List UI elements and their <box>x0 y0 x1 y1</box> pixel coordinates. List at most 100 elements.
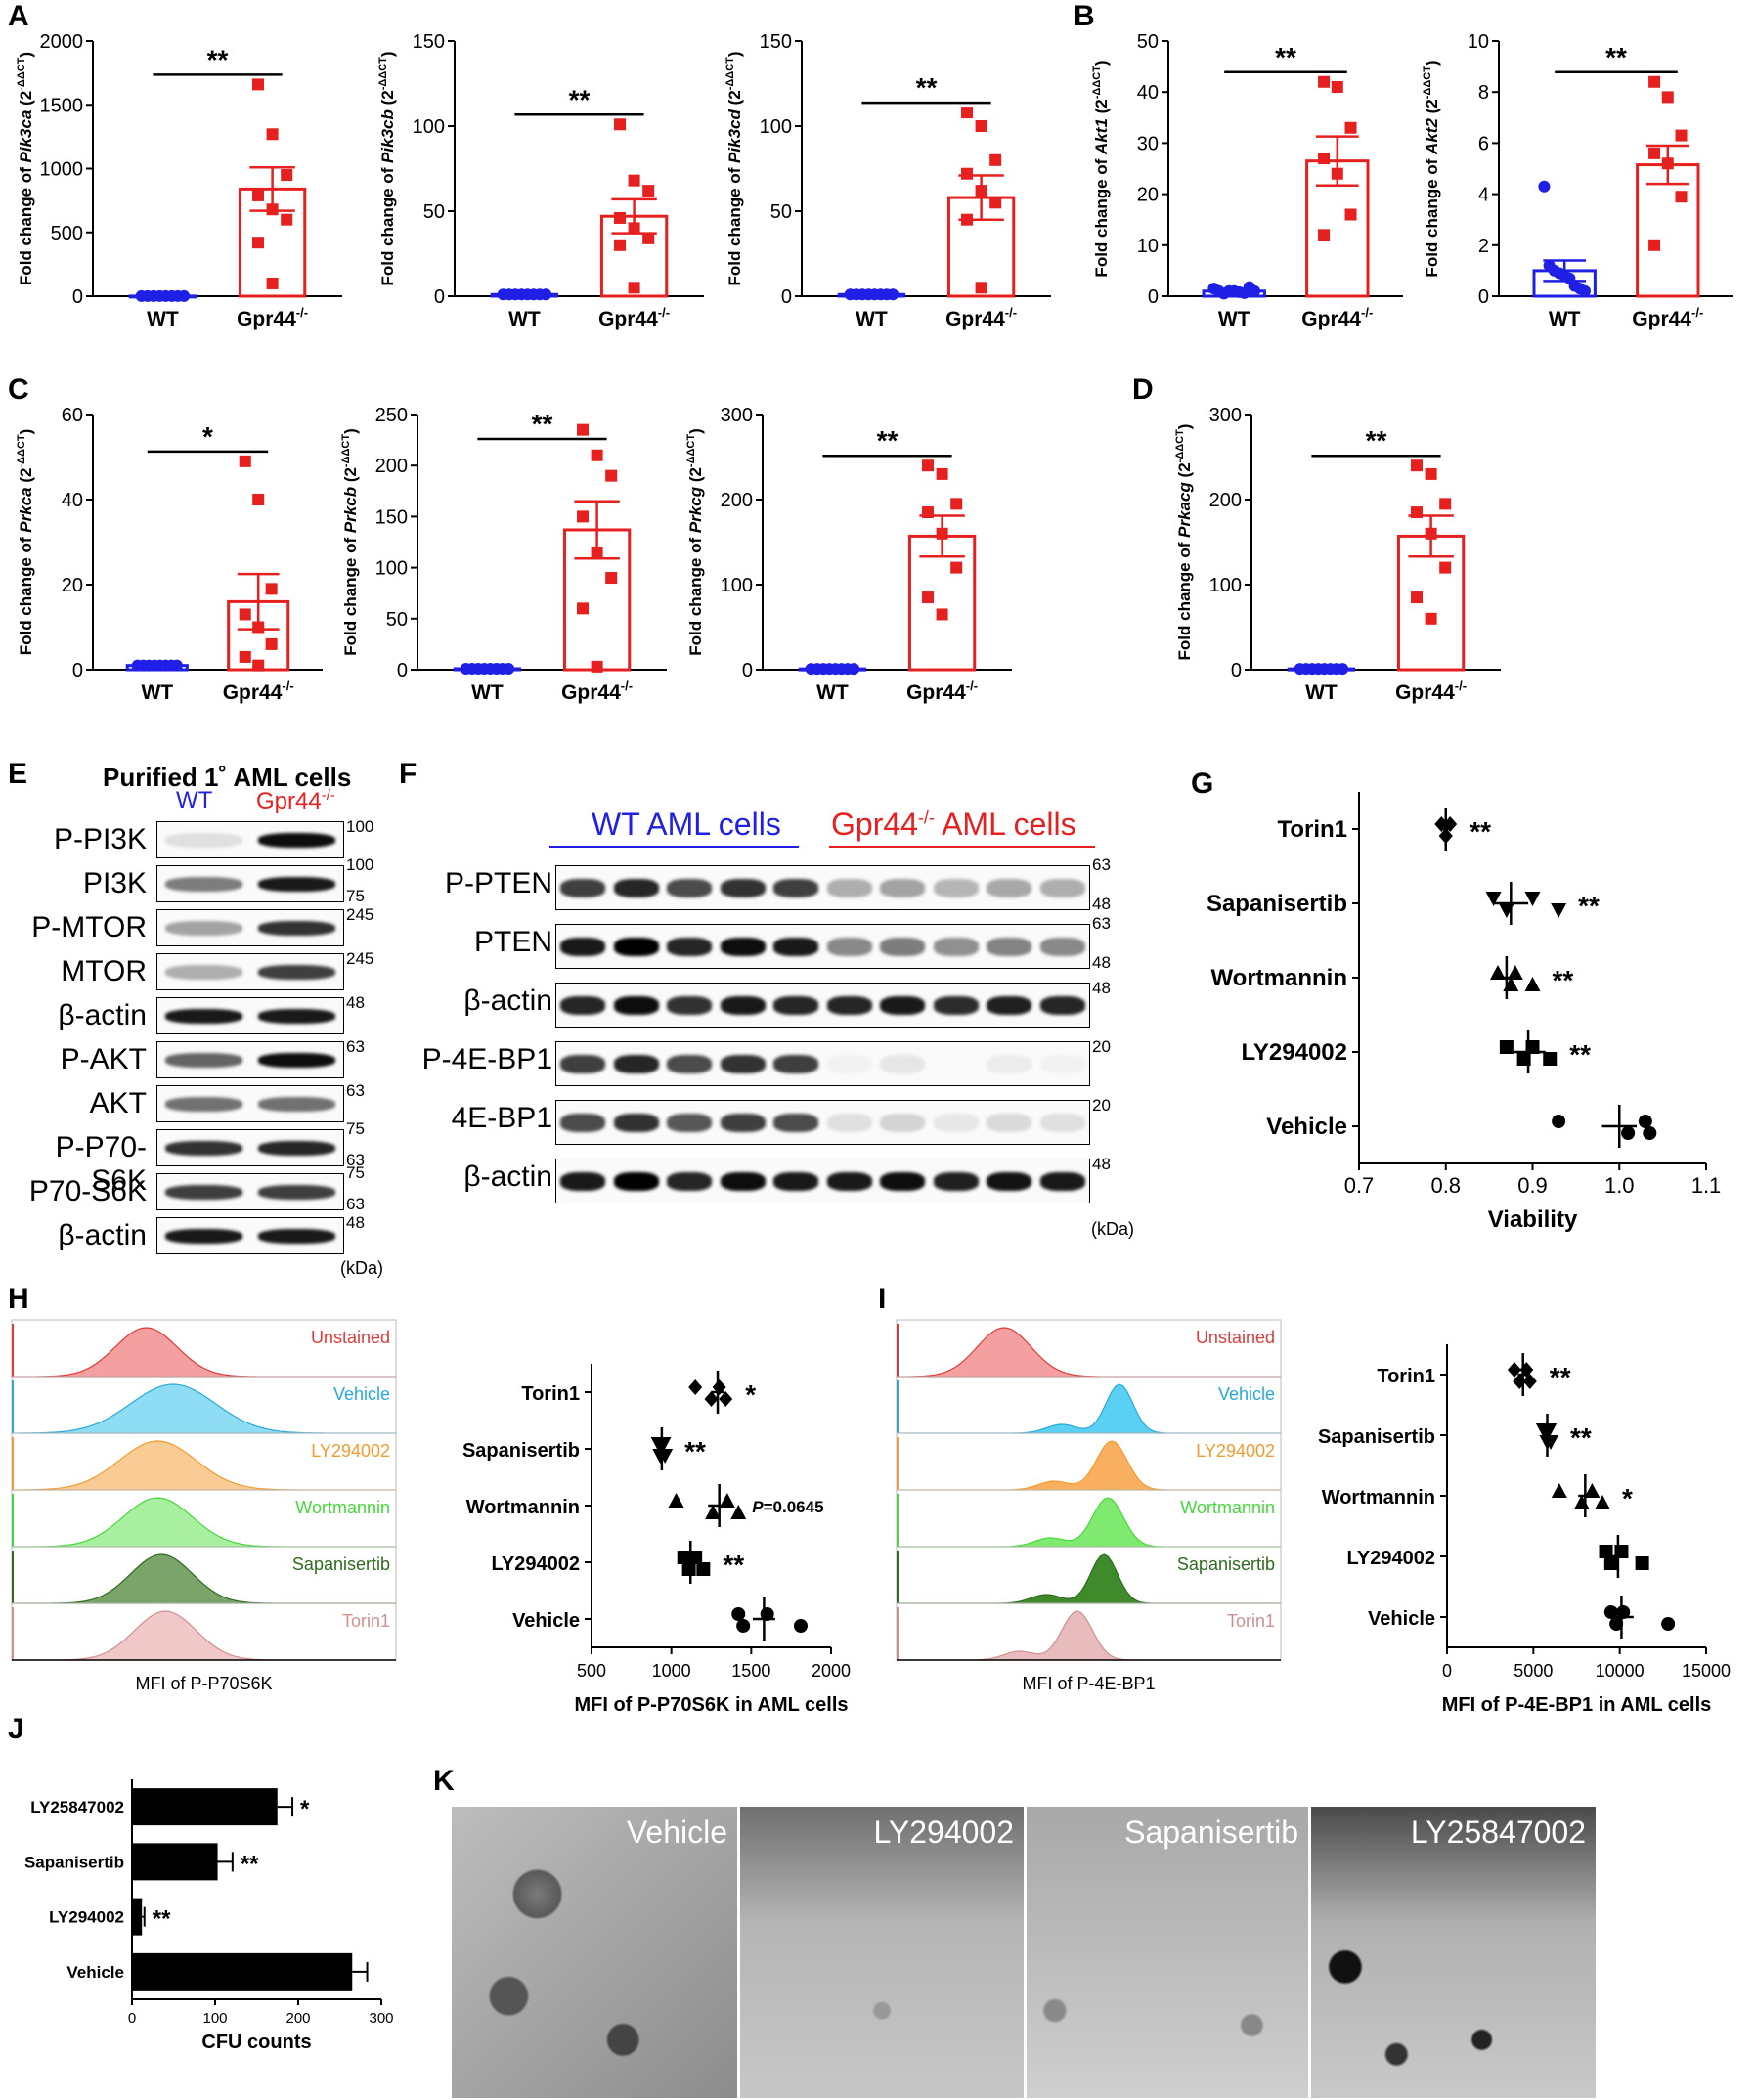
ko-point <box>1331 167 1343 180</box>
x-axis-label: MFI of P-4E-BP1 in AML cells <box>1442 1694 1712 1716</box>
ko-point <box>591 546 603 558</box>
x-tick-label-wt: WT <box>816 681 849 704</box>
ko-point <box>1425 467 1437 480</box>
wt-point <box>887 288 899 301</box>
blot-band <box>667 996 713 1015</box>
wt-point <box>1579 284 1591 297</box>
blot-band <box>826 938 872 956</box>
blot-band <box>987 1055 1032 1073</box>
histogram-label: Wortmannin <box>1180 1498 1275 1517</box>
ko-point <box>252 237 265 249</box>
blot-band <box>1039 996 1085 1015</box>
micrograph-vehicle: Vehicle <box>452 1807 737 2098</box>
blot-band <box>880 1114 926 1132</box>
blot-band <box>667 1055 713 1073</box>
x-tick-label-wt: WT <box>856 308 888 330</box>
category-label: LY294002 <box>49 1908 124 1927</box>
ko-point <box>642 185 655 197</box>
ko-point <box>266 128 279 141</box>
blot-band <box>987 1172 1032 1191</box>
blot-row-label: P-P70-S6K <box>55 1131 147 1197</box>
y-tick-label: 0 <box>1231 660 1242 681</box>
data-point <box>1584 1483 1601 1498</box>
blot-band <box>826 1114 872 1132</box>
y-tick-label: 4 <box>1478 185 1489 206</box>
ko-point <box>628 174 640 187</box>
ko-point <box>950 498 963 510</box>
category-label: LY294002 <box>1347 1548 1435 1569</box>
blot-band <box>560 996 606 1015</box>
data-point <box>1621 1126 1636 1140</box>
significance-marker: ** <box>532 409 553 439</box>
panel-f-blot: WT AML cells Gpr44-/- AML cells P-PTEN 63… <box>401 758 1173 1256</box>
blot-f-kda: (kDa) <box>1091 1219 1134 1239</box>
blot-band <box>257 1096 336 1112</box>
category-label: Sapanisertib <box>24 1853 124 1871</box>
data-point <box>657 1449 674 1464</box>
histogram-label: Vehicle <box>1218 1384 1275 1404</box>
significance-marker: ** <box>1553 965 1574 995</box>
data-point <box>1543 1435 1558 1450</box>
ko-point <box>591 449 603 461</box>
blot-band <box>164 920 243 936</box>
blot-marker: 75 <box>346 1163 365 1182</box>
data-point <box>1551 903 1567 918</box>
y-axis-label: Fold change of Prkca (2-ΔΔCT) <box>16 429 35 656</box>
ko-point <box>1331 80 1343 93</box>
ko-point <box>1648 239 1661 251</box>
blot-band <box>613 1055 659 1073</box>
blot-marker: 63 <box>1092 855 1111 874</box>
panel-label-d: D <box>1132 373 1154 406</box>
y-tick-label: 50 <box>423 201 445 223</box>
ko-point <box>281 169 293 182</box>
x-tick-label-ko: Gpr44-/- <box>598 305 670 330</box>
category-label: LY294002 <box>492 1553 580 1575</box>
blot-band <box>773 996 819 1015</box>
ko-point <box>614 239 627 251</box>
blot-band <box>933 1114 979 1132</box>
blot-band <box>667 1114 713 1132</box>
blot-marker: 20 <box>1092 1096 1111 1115</box>
ko-point <box>266 203 279 216</box>
x-tick-label: 2000 <box>812 1661 851 1681</box>
y-tick-label: 1000 <box>40 159 84 181</box>
x-tick-label: 300 <box>369 2010 393 2027</box>
ko-point <box>1318 75 1331 88</box>
micrograph-label-ly294002: LY294002 <box>873 1815 1014 1850</box>
chart-prkacg: 0 100 200 300 Fold change of Prkacg (2-ΔΔCT)… <box>1174 405 1501 704</box>
blot-band <box>560 1055 606 1073</box>
ko-point <box>1425 527 1437 540</box>
ko-point <box>961 213 974 226</box>
blot-marker: 20 <box>1092 1037 1111 1056</box>
ko-point <box>936 467 948 480</box>
blot-marker: 48 <box>1092 953 1111 972</box>
ko-point <box>266 277 279 289</box>
y-tick-label: 0 <box>397 660 408 681</box>
significance-marker: ** <box>241 1851 259 1877</box>
blot-marker: 245 <box>346 905 374 924</box>
blot-band <box>1039 1172 1085 1191</box>
data-point <box>1603 1605 1618 1619</box>
ko-point <box>1661 91 1674 104</box>
blot-strip <box>555 865 1090 910</box>
blot-band <box>933 879 979 897</box>
data-point <box>1661 1617 1676 1631</box>
y-axis-label: Fold change of Prkcg (2-ΔΔCT) <box>685 428 705 656</box>
ko-point <box>1411 459 1424 472</box>
category-label: Vehicle <box>66 1963 124 1982</box>
blot-band <box>257 1140 336 1156</box>
blot-band <box>933 996 979 1015</box>
x-tick-label: 1.1 <box>1691 1173 1722 1198</box>
x-tick-label-ko: Gpr44-/- <box>561 678 633 704</box>
category-label: Sapanisertib <box>462 1440 580 1462</box>
x-tick-label-wt: WT <box>141 681 173 704</box>
ko-point <box>577 510 590 523</box>
data-point <box>1599 1545 1613 1558</box>
x-tick-label: 0 <box>128 2010 136 2027</box>
data-point <box>1541 1423 1558 1438</box>
blot-band <box>164 832 243 848</box>
wt-point <box>1337 663 1349 676</box>
x-tick-label: 15000 <box>1682 1661 1731 1681</box>
blot-band <box>667 879 713 897</box>
wt-point <box>178 289 191 302</box>
